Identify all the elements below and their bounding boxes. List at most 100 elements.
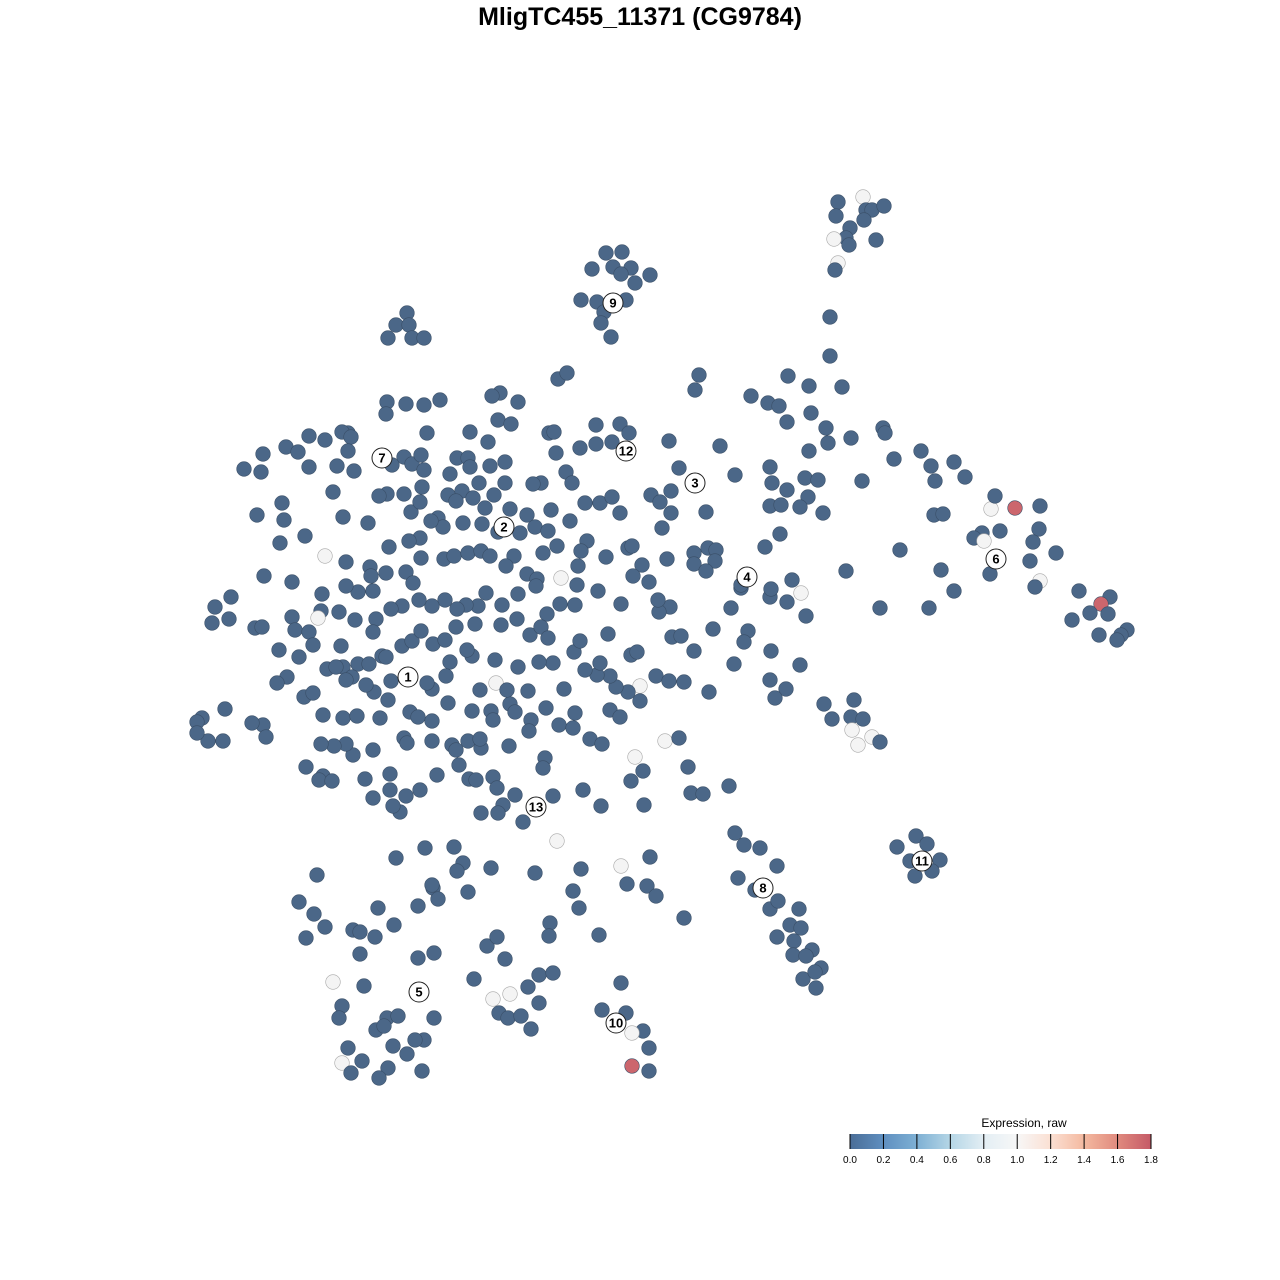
cluster-label-text: 8 — [759, 881, 766, 896]
data-point — [335, 509, 351, 525]
data-point — [573, 861, 589, 877]
data-point — [497, 475, 513, 491]
cluster-label: 3 — [684, 472, 706, 494]
data-point — [786, 933, 802, 949]
data-point — [854, 473, 870, 489]
data-point — [641, 574, 657, 590]
data-point — [650, 592, 666, 608]
data-point — [824, 711, 840, 727]
data-point — [253, 464, 269, 480]
data-point — [779, 594, 795, 610]
data-point — [822, 348, 838, 364]
data-point — [407, 1032, 423, 1048]
data-point — [274, 495, 290, 511]
cluster-label: 10 — [605, 1012, 627, 1034]
data-point — [525, 476, 541, 492]
data-point — [584, 261, 600, 277]
cluster-label: 4 — [736, 566, 758, 588]
cluster-label: 12 — [615, 440, 637, 462]
data-point — [331, 604, 347, 620]
data-point — [417, 840, 433, 856]
data-point — [382, 766, 398, 782]
data-point — [480, 434, 496, 450]
data-point — [992, 523, 1008, 539]
data-point — [357, 771, 373, 787]
data-point — [673, 628, 689, 644]
data-point — [763, 643, 779, 659]
data-point — [298, 930, 314, 946]
data-point — [284, 574, 300, 590]
data-point — [648, 888, 664, 904]
data-point — [412, 782, 428, 798]
cluster-label: 7 — [371, 447, 393, 469]
data-point — [390, 1008, 406, 1024]
data-point — [284, 609, 300, 625]
data-point — [613, 596, 629, 612]
data-point — [801, 443, 817, 459]
data-point — [527, 519, 543, 535]
data-point — [380, 692, 396, 708]
colorbar-tick-label: 1.2 — [1044, 1155, 1058, 1166]
data-point — [311, 772, 327, 788]
data-point — [612, 709, 628, 725]
cluster-label-badge — [602, 292, 624, 314]
data-point — [791, 901, 807, 917]
data-point — [328, 659, 344, 675]
data-point — [695, 786, 711, 802]
data-point — [779, 414, 795, 430]
data-point — [520, 979, 536, 995]
data-point — [602, 668, 618, 684]
data-point — [419, 675, 435, 691]
data-point — [551, 717, 567, 733]
data-point — [256, 568, 272, 584]
data-point — [411, 592, 427, 608]
data-point — [365, 583, 381, 599]
cluster-label: 8 — [752, 877, 774, 899]
data-point — [460, 884, 476, 900]
data-point — [388, 850, 404, 866]
cluster-label-badge — [371, 447, 393, 469]
data-point — [499, 682, 515, 698]
data-point — [827, 262, 843, 278]
data-point — [762, 459, 778, 475]
data-point — [828, 208, 844, 224]
data-point — [773, 497, 789, 513]
cluster-label-badge — [736, 566, 758, 588]
data-point — [541, 928, 557, 944]
data-point — [531, 654, 547, 670]
data-point — [482, 458, 498, 474]
data-point — [822, 309, 838, 325]
data-point — [540, 523, 556, 539]
data-point — [236, 461, 252, 477]
data-point — [769, 929, 785, 945]
data-point — [976, 533, 992, 549]
colorbar-tick-label: 0.4 — [910, 1155, 924, 1166]
data-point — [485, 991, 501, 1007]
data-point — [546, 424, 562, 440]
cluster-label: 9 — [602, 292, 624, 314]
data-point — [399, 1046, 415, 1062]
data-point — [624, 538, 640, 554]
data-point — [442, 654, 458, 670]
data-point — [301, 624, 317, 640]
data-point — [519, 507, 535, 523]
cluster-label-badge — [493, 516, 515, 538]
data-point — [378, 565, 394, 581]
data-point — [698, 563, 714, 579]
data-point — [798, 948, 814, 964]
data-point — [779, 482, 795, 498]
data-point — [404, 633, 420, 649]
data-point — [449, 601, 465, 617]
data-point — [510, 659, 526, 675]
cluster-label: 6 — [985, 548, 1007, 570]
data-point — [510, 394, 526, 410]
data-point — [324, 773, 340, 789]
cluster-label: 5 — [408, 981, 430, 1003]
data-point — [405, 575, 421, 591]
data-point — [545, 655, 561, 671]
data-point — [767, 690, 783, 706]
data-point — [347, 612, 363, 628]
data-point — [343, 429, 359, 445]
data-point — [535, 760, 551, 776]
data-point — [855, 189, 871, 205]
